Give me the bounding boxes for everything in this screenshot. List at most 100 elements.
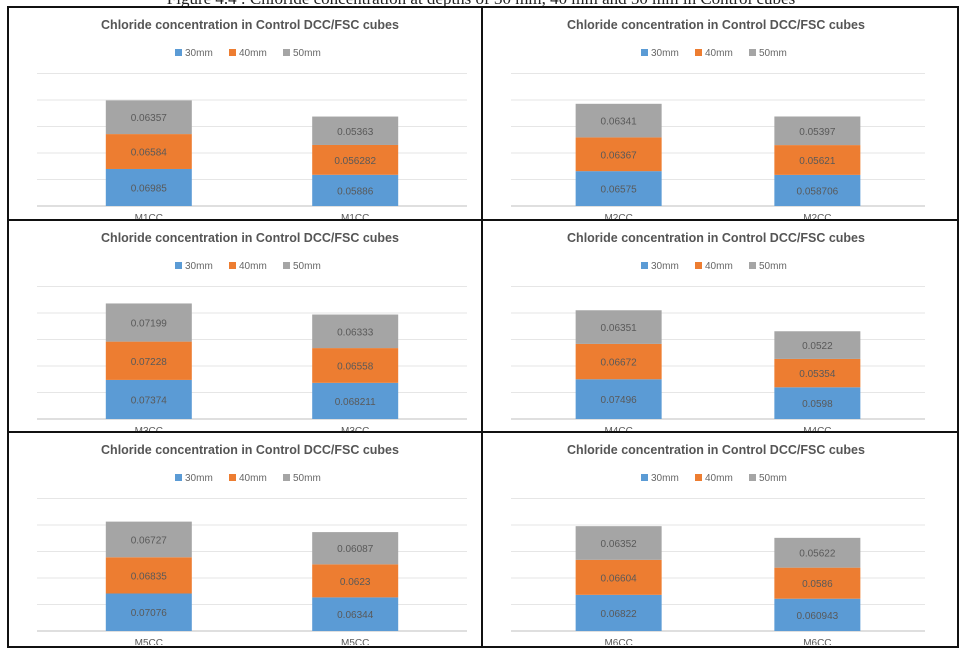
legend-label: 40mm	[705, 261, 733, 272]
bar-40mm-2	[774, 145, 861, 175]
legend-label: 40mm	[705, 473, 733, 484]
legend-swatch	[229, 474, 236, 482]
bar-50mm-1	[105, 521, 192, 558]
bar-40mm-1	[575, 560, 662, 596]
bar-50mm-2	[312, 116, 399, 145]
legend-swatch	[283, 49, 290, 56]
bar-30mm-1	[105, 379, 192, 419]
legend-item-40mm: 40mm	[695, 473, 733, 484]
bar-30mm-2	[312, 597, 399, 632]
bar-50mm-2	[774, 330, 861, 359]
bar-40mm-2	[774, 567, 861, 600]
data-label: 0.07228	[131, 356, 168, 367]
legend-swatch	[283, 261, 290, 269]
bar-50mm-1	[575, 526, 662, 561]
legend-swatch	[641, 261, 648, 269]
chart-title: Chloride concentration in Control DCC/FS…	[101, 443, 399, 457]
legend-swatch	[641, 49, 648, 56]
x-tick-label: M3CC	[135, 426, 163, 433]
legend-item-30mm: 30mm	[641, 261, 679, 272]
legend-swatch	[175, 49, 182, 56]
data-label: 0.06672	[601, 357, 638, 368]
legend-item-30mm: 30mm	[641, 48, 679, 59]
data-label: 0.07496	[601, 395, 638, 406]
data-label: 0.06727	[131, 536, 168, 547]
bar-40mm-1	[105, 134, 192, 169]
data-label: 0.07076	[131, 609, 168, 620]
data-label: 0.058706	[797, 186, 839, 197]
legend-item-50mm: 50mm	[749, 48, 787, 59]
legend-swatch	[175, 261, 182, 269]
legend-label: 30mm	[185, 261, 213, 272]
data-label: 0.06351	[601, 323, 638, 334]
data-label: 0.06341	[601, 117, 638, 128]
chart-title: Chloride concentration in Control DCC/FS…	[567, 443, 865, 457]
legend-item-40mm: 40mm	[229, 48, 267, 59]
bar-40mm-2	[312, 564, 399, 598]
legend-swatch	[695, 49, 702, 56]
legend-item-50mm: 50mm	[283, 261, 321, 272]
data-label: 0.05354	[799, 369, 836, 380]
chart-svg-5: Chloride concentration in Control DCC/FS…	[37, 443, 467, 645]
data-label: 0.05397	[799, 127, 836, 138]
data-label: 0.060943	[797, 611, 839, 622]
x-tick-label: M1CC	[135, 213, 163, 220]
data-label: 0.0586	[802, 579, 833, 590]
legend-label: 30mm	[651, 261, 679, 272]
data-label: 0.05363	[337, 127, 374, 138]
chart-panel-4: Chloride concentration in Control DCC/FS…	[483, 221, 957, 434]
legend-item-40mm: 40mm	[695, 48, 733, 59]
bar-50mm-2	[774, 116, 861, 146]
legend-swatch	[283, 474, 290, 482]
bar-30mm-2	[774, 386, 861, 419]
x-tick-label: M4CC	[803, 426, 831, 433]
bar-40mm-2	[312, 144, 399, 175]
chart-panel-5: Chloride concentration in Control DCC/FS…	[9, 433, 483, 646]
bar-30mm-2	[312, 382, 399, 419]
x-tick-label: M1CC	[341, 213, 369, 220]
bar-40mm-2	[312, 347, 399, 383]
data-label: 0.07199	[131, 318, 168, 329]
data-label: 0.07374	[131, 395, 168, 406]
bar-30mm-1	[575, 171, 662, 206]
legend-label: 30mm	[185, 473, 213, 484]
chart-grid: Chloride concentration in Control DCC/FS…	[7, 6, 959, 648]
legend-label: 30mm	[651, 48, 679, 59]
legend-item-30mm: 30mm	[641, 473, 679, 484]
bar-40mm-1	[575, 343, 662, 379]
data-label: 0.06087	[337, 545, 374, 556]
legend-swatch	[695, 261, 702, 269]
bar-40mm-1	[575, 137, 662, 172]
legend-item-50mm: 50mm	[749, 473, 787, 484]
legend-label: 50mm	[759, 261, 787, 272]
x-tick-label: M6CC	[803, 638, 831, 645]
legend-label: 40mm	[239, 48, 267, 59]
chart-svg-3: Chloride concentration in Control DCC/FS…	[37, 231, 467, 433]
bar-30mm-2	[312, 174, 399, 206]
data-label: 0.05621	[799, 156, 836, 167]
bar-50mm-1	[575, 309, 662, 344]
chart-title: Chloride concentration in Control DCC/FS…	[567, 231, 865, 245]
legend-swatch	[749, 261, 756, 269]
chart-title: Chloride concentration in Control DCC/FS…	[101, 231, 399, 245]
data-label: 0.0623	[340, 577, 371, 588]
data-label: 0.06604	[601, 574, 638, 585]
legend-item-50mm: 50mm	[283, 473, 321, 484]
data-label: 0.06822	[601, 609, 638, 620]
x-tick-label: M4CC	[604, 426, 632, 433]
bar-30mm-1	[575, 595, 662, 632]
chart-svg-6: Chloride concentration in Control DCC/FS…	[511, 443, 925, 645]
data-label: 0.06367	[601, 150, 638, 161]
bar-50mm-2	[312, 532, 399, 565]
legend-swatch	[229, 49, 236, 56]
chart-panel-6: Chloride concentration in Control DCC/FS…	[483, 433, 957, 646]
bar-50mm-1	[105, 303, 192, 342]
legend-swatch	[641, 474, 648, 482]
data-label: 0.06558	[337, 361, 374, 372]
chart-panel-2: Chloride concentration in Control DCC/FS…	[483, 8, 957, 221]
legend-label: 50mm	[293, 473, 321, 484]
legend-item-50mm: 50mm	[283, 48, 321, 59]
bar-30mm-1	[105, 593, 192, 632]
bar-30mm-1	[105, 168, 192, 206]
x-tick-label: M5CC	[341, 638, 369, 645]
